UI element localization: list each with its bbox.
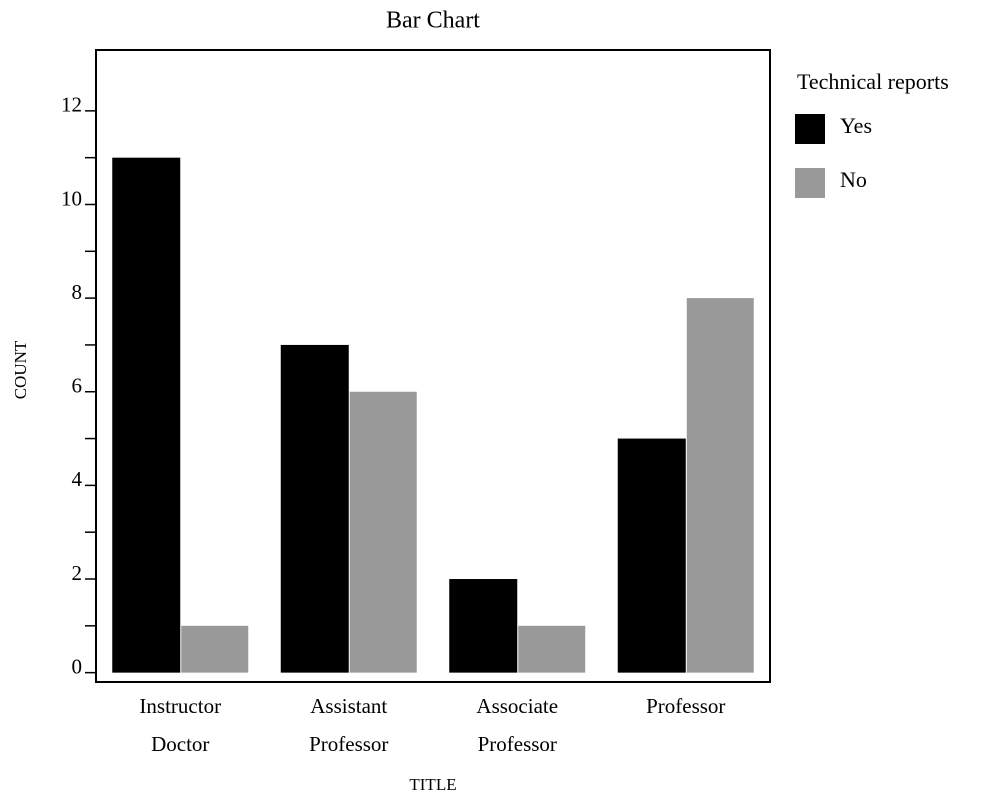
legend-label: No (840, 167, 867, 192)
bar (280, 344, 349, 673)
legend-label: Yes (840, 113, 872, 138)
y-axis-label: COUNT (11, 340, 30, 399)
x-tick-label: Assistant (310, 694, 387, 718)
y-tick-label: 10 (61, 186, 82, 210)
x-axis-label: TITLE (409, 775, 456, 794)
x-tick-label: Professor (309, 732, 388, 756)
y-tick-label: 2 (72, 561, 83, 585)
chart-title: Bar Chart (386, 8, 480, 34)
bar (617, 438, 686, 673)
bar (181, 625, 249, 673)
bar (349, 391, 417, 673)
bar (686, 298, 754, 673)
y-tick-label: 12 (61, 93, 82, 117)
x-tick-label: Instructor (139, 694, 221, 718)
legend-swatch (795, 114, 825, 144)
bar (518, 625, 586, 673)
legend-swatch (795, 168, 825, 198)
bar (112, 157, 181, 673)
y-tick-label: 6 (72, 374, 83, 398)
y-tick-label: 0 (72, 654, 83, 678)
y-tick-label: 8 (72, 280, 83, 304)
x-tick-label: Associate (476, 694, 558, 718)
legend-title: Technical reports (797, 69, 949, 94)
y-tick-label: 4 (72, 467, 83, 491)
bar (449, 579, 518, 673)
x-tick-label: Professor (646, 694, 725, 718)
x-tick-label: Doctor (151, 732, 209, 756)
x-tick-label: Professor (478, 732, 557, 756)
plot-frame (95, 49, 771, 683)
